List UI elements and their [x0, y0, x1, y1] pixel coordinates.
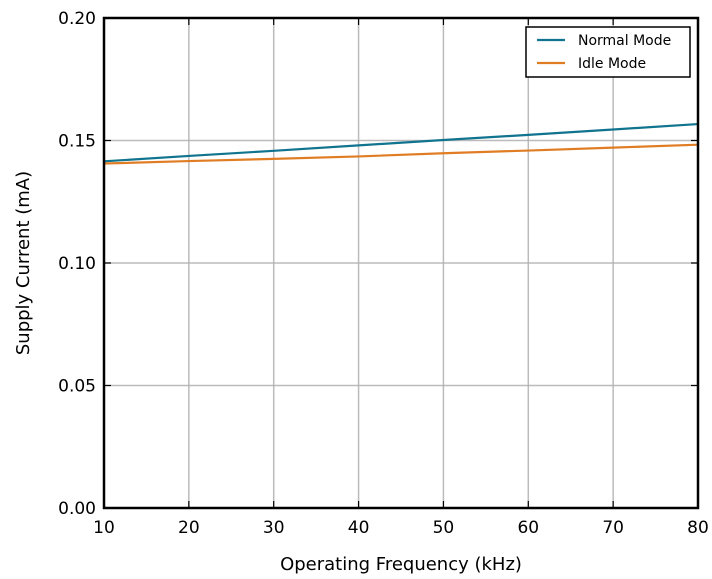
y-tick-label: 0.15 — [58, 132, 96, 152]
legend-box — [525, 26, 691, 78]
legend: Normal Mode Idle Mode — [525, 26, 691, 78]
y-tick-label: 0.10 — [58, 254, 96, 274]
x-tick-label: 50 — [433, 518, 455, 538]
y-tick-label: 0.05 — [58, 377, 96, 397]
series-line-normal-mode — [103, 122, 699, 163]
x-tick-label: 10 — [93, 518, 115, 538]
x-tick-label: 80 — [687, 518, 709, 538]
x-tick-label: 30 — [263, 518, 285, 538]
y-axis-title: Supply Current (mA) — [13, 171, 34, 355]
y-tick-label: 0.00 — [58, 499, 96, 519]
x-tick-label: 60 — [517, 518, 539, 538]
series-layer — [103, 122, 699, 165]
x-axis-title: Operating Frequency (kHz) — [280, 554, 522, 575]
y-tick-label: 0.20 — [58, 9, 96, 29]
legend-label-normal-mode: Normal Mode — [578, 33, 671, 49]
x-tick-label: 70 — [602, 518, 624, 538]
series-line-idle-mode — [103, 143, 699, 165]
legend-label-idle-mode: Idle Mode — [578, 56, 646, 72]
ticks — [103, 17, 699, 509]
x-tick-label: 40 — [348, 518, 370, 538]
x-tick-label: 20 — [178, 518, 200, 538]
tick-labels: 10 20 30 40 50 60 70 80 0.00 0.05 0.10 0.15 0.20 — [58, 9, 709, 538]
grid — [104, 18, 698, 508]
